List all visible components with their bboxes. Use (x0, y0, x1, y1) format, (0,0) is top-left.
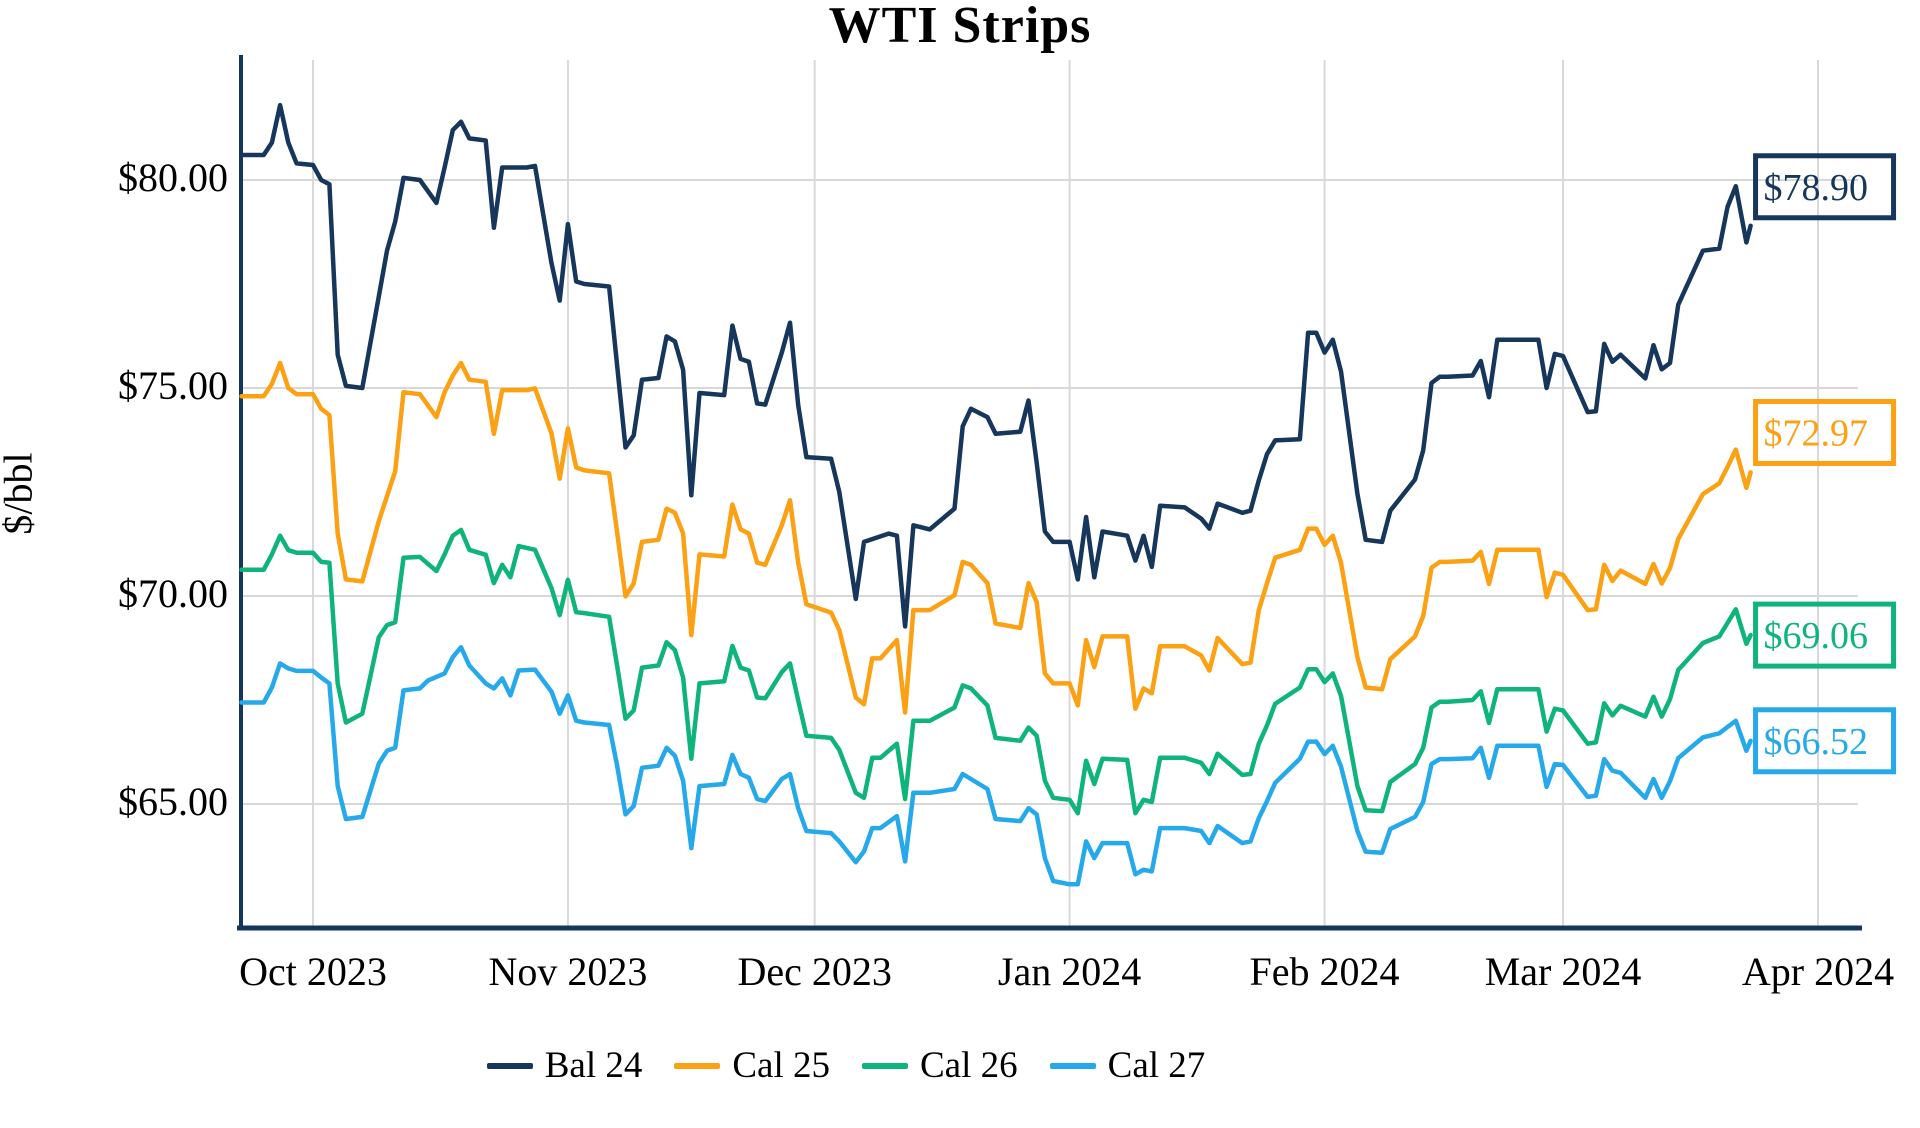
x-tick-apr-2024: Apr 2024 (1741, 949, 1895, 994)
legend-label-bal-24: Bal 24 (544, 1045, 643, 1086)
legend-swatch-cal-25 (674, 1062, 721, 1069)
end-label-cal-27: $66.52 (1764, 721, 1869, 763)
legend-swatch-cal-26 (862, 1062, 908, 1069)
legend-item-cal-26: Cal 26 (862, 1044, 1018, 1087)
legend-label-cal-25: Cal 25 (732, 1045, 830, 1086)
legend-item-cal-25: Cal 25 (674, 1044, 830, 1087)
legend-swatch-bal-24 (486, 1062, 533, 1069)
series-line-cal-25 (239, 360, 1753, 715)
end-label-cal-25: $72.97 (1764, 412, 1869, 454)
y-tick-70: $70.00 (118, 571, 228, 616)
end-label-box-cal-25 (1753, 398, 1897, 466)
x-tick-nov-2023: Nov 2023 (488, 949, 648, 994)
end-label-box-cal-27 (1753, 707, 1897, 775)
y-tick-65: $65.00 (118, 779, 228, 824)
chart-title: WTI Strips (828, 0, 1092, 54)
legend-swatch-cal-27 (1049, 1062, 1096, 1069)
series-line-cal-27 (239, 644, 1753, 887)
y-tick-75: $75.00 (118, 363, 228, 408)
series-line-cal-26 (239, 527, 1753, 816)
x-tick-jan-2024: Jan 2024 (997, 949, 1142, 994)
series-line-bal-24 (239, 102, 1753, 629)
legend-item-bal-24: Bal 24 (486, 1044, 643, 1087)
x-tick-oct-2023: Oct 2023 (239, 949, 387, 994)
x-tick-mar-2024: Mar 2024 (1484, 949, 1642, 994)
y-tick-80: $80.00 (118, 155, 228, 200)
legend-item-cal-27: Cal 27 (1049, 1044, 1206, 1087)
end-label-box-cal-26 (1753, 601, 1897, 669)
end-label-cal-26: $69.06 (1764, 615, 1869, 657)
legend-label-cal-27: Cal 27 (1107, 1045, 1206, 1086)
end-label-bal-24: $78.90 (1764, 167, 1869, 209)
legend-label-cal-26: Cal 26 (920, 1045, 1018, 1086)
y-axis-title: $/bbl (0, 452, 41, 535)
x-tick-feb-2024: Feb 2024 (1249, 949, 1400, 994)
end-label-box-bal-24 (1753, 153, 1897, 221)
x-tick-dec-2023: Dec 2023 (737, 949, 892, 994)
legend: Bal 24 Cal 25 Cal 26 Cal 27 (241, 1044, 1451, 1087)
